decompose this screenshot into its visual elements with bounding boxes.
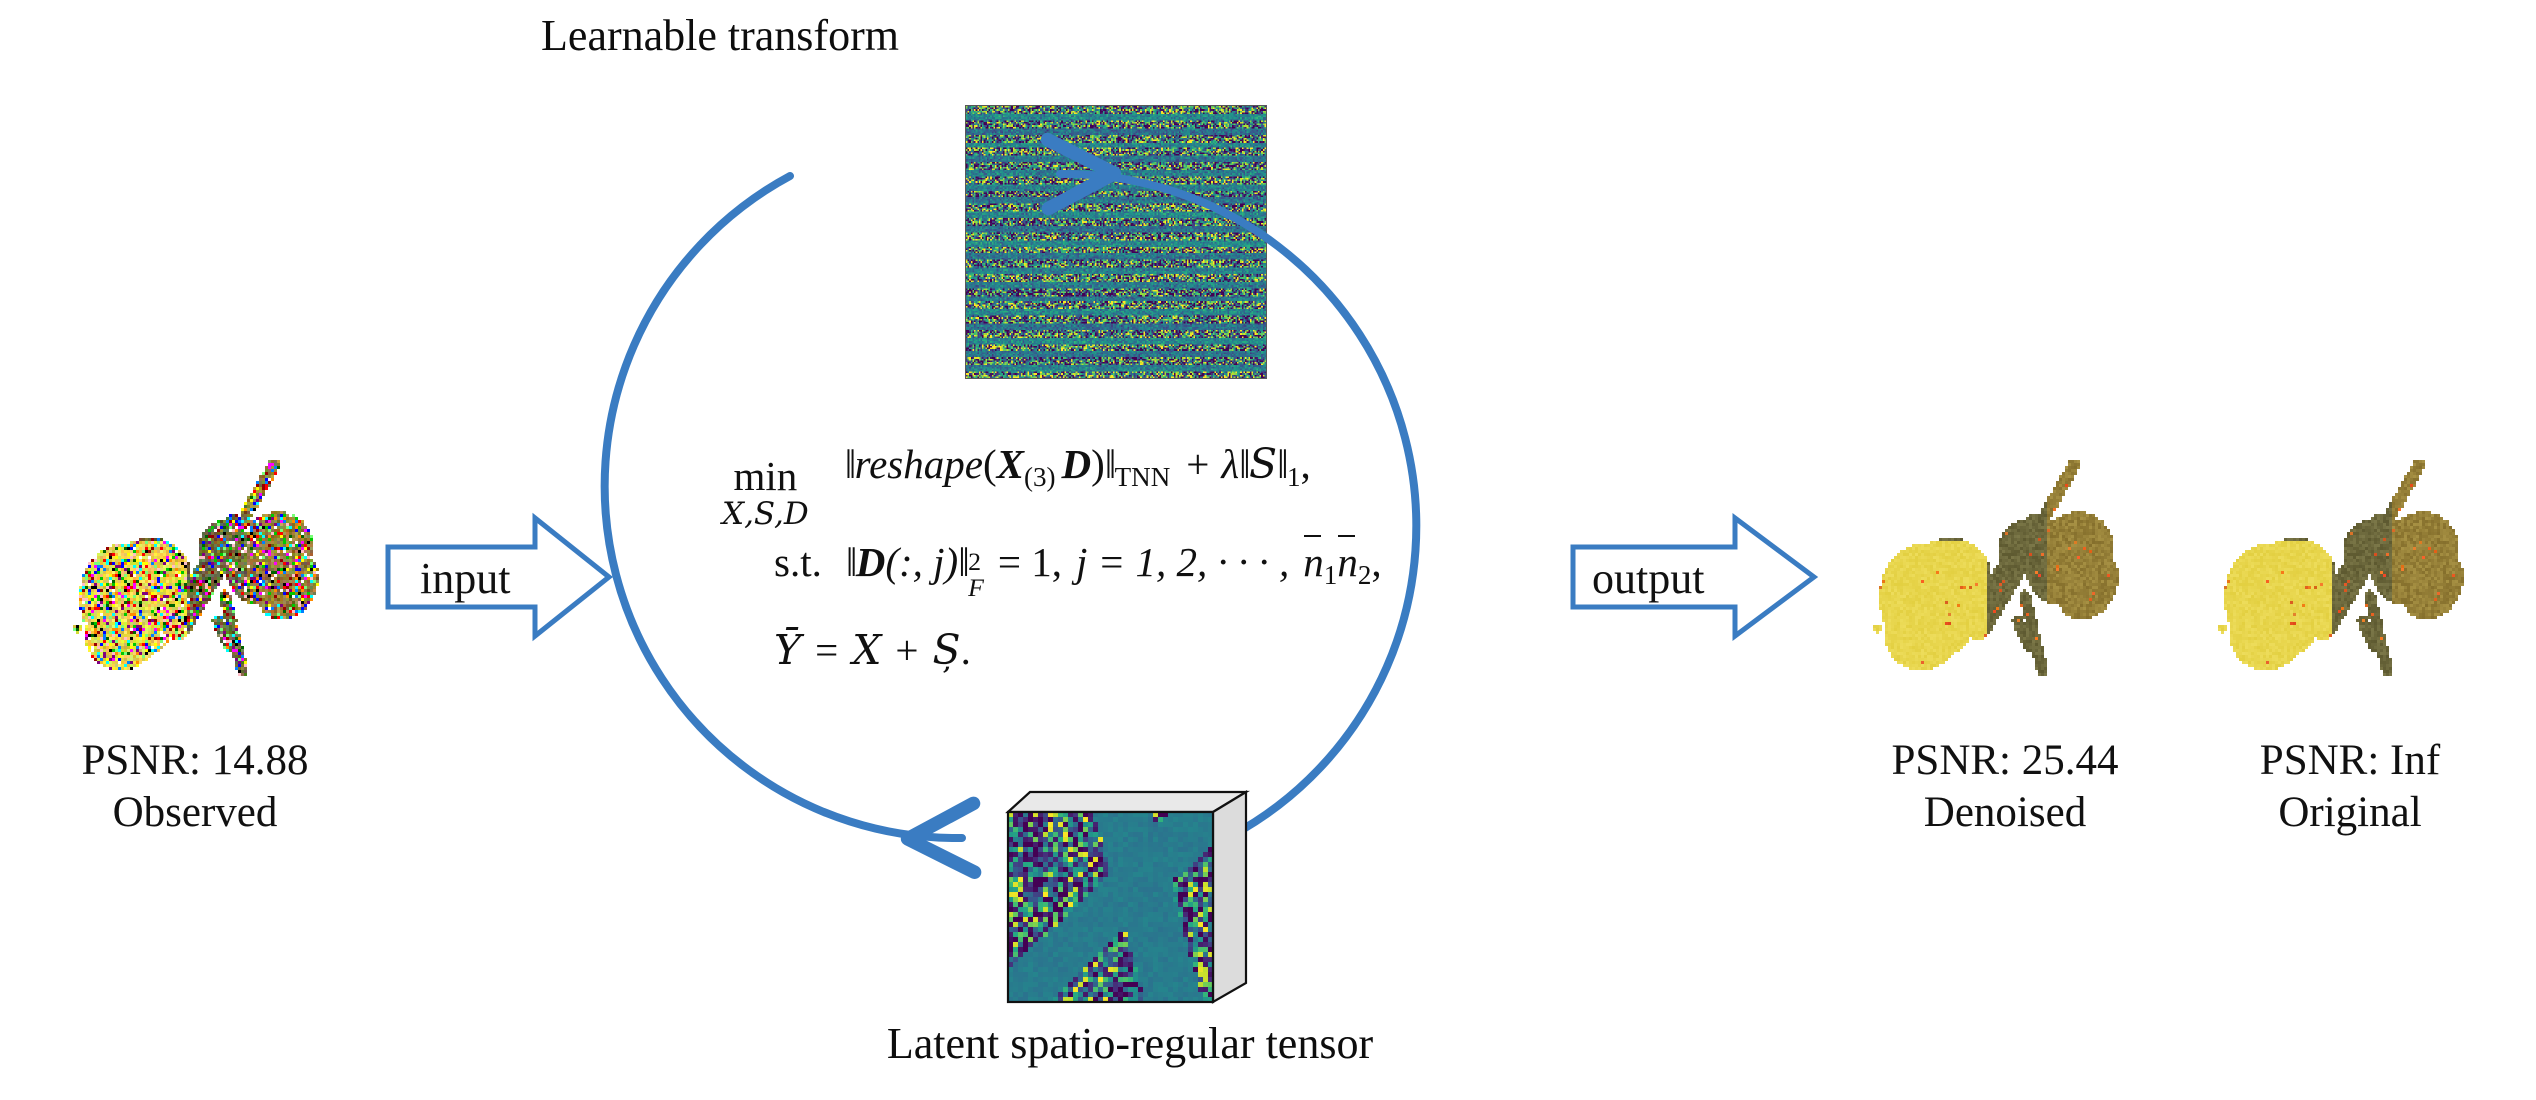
l1-subscript: 1 bbox=[1286, 462, 1301, 493]
paren-close: ) bbox=[1091, 441, 1105, 487]
output-arrow-label: output bbox=[1592, 554, 1705, 603]
cube-right-face bbox=[1211, 790, 1248, 1004]
original-name: Original bbox=[2278, 789, 2422, 837]
constraint-comma: , bbox=[1371, 539, 1382, 585]
norm-open-tnn: ‖ bbox=[844, 441, 856, 487]
latent-tensor-cube-svg bbox=[1005, 790, 1250, 1004]
subject-to-label: s.t. bbox=[774, 539, 822, 585]
denoised-psnr: PSNR: 25.44 bbox=[1891, 737, 2119, 784]
input-arrow-label: input bbox=[420, 554, 511, 603]
constraint-equals-one: = 1, bbox=[997, 539, 1062, 585]
model-constraint-norm-row: s.t. ‖ D (:, j) ‖ 2 F = 1, j = 1, 2, · · · … bbox=[774, 535, 1542, 606]
panel-denoised-image bbox=[1855, 445, 2143, 694]
frob-exponent: 2 bbox=[968, 547, 981, 577]
dictionary-D-constraint: D bbox=[855, 539, 886, 585]
index-range: j = 1, 2, · · · , bbox=[1075, 539, 1290, 585]
plus-sign: + bbox=[1186, 441, 1210, 487]
observed-image-canvas bbox=[55, 445, 343, 694]
min-operator-variables: X,S,D bbox=[722, 496, 809, 533]
output-arrow[interactable] bbox=[1570, 513, 1820, 641]
objective-comma: , bbox=[1300, 441, 1311, 487]
lambda-symbol: λ bbox=[1221, 441, 1240, 487]
dim-n2-sub: 2 bbox=[1357, 560, 1372, 591]
panel-observed-caption: PSNR: 14.88 Observed bbox=[0, 735, 390, 840]
original-psnr: PSNR: Inf bbox=[2259, 737, 2441, 784]
cycle-arrow-group bbox=[600, 132, 1421, 880]
min-operator-label: min bbox=[733, 453, 798, 500]
norm-open-l1: ‖ bbox=[1239, 441, 1250, 487]
observed-psnr: PSNR: 14.88 bbox=[81, 737, 309, 784]
denoised-image-canvas bbox=[1855, 445, 2143, 694]
frob-subscript: F bbox=[968, 572, 984, 602]
original-image-canvas bbox=[2200, 445, 2488, 694]
dictionary-column-args: (:, j) bbox=[885, 539, 959, 585]
decomposition-plus: + bbox=[895, 627, 919, 674]
latent-tensor-canvas bbox=[1008, 812, 1213, 1002]
norm-close-l1: ‖ bbox=[1277, 441, 1288, 487]
latent-tensor-title: Latent spatio-regular tensor bbox=[886, 1019, 1374, 1068]
norm-close-frob: ‖ bbox=[958, 539, 969, 585]
panel-original-image bbox=[2200, 445, 2488, 694]
cube-top-face bbox=[1005, 790, 1250, 814]
sparse-S: S bbox=[1249, 440, 1278, 488]
input-arrow-shape[interactable] bbox=[385, 512, 614, 642]
observed-name: Observed bbox=[112, 789, 278, 837]
denoised-name: Denoised bbox=[1923, 789, 2087, 837]
learnable-transform-title: Learnable transform bbox=[541, 11, 899, 60]
optimization-model: min X,S,D ‖ reshape(X (3) D) ‖ TNN + λ ‖ S ‖ 1, s… bbox=[722, 440, 1542, 694]
norm-open-frob: ‖ bbox=[845, 539, 857, 585]
panel-observed-image bbox=[55, 445, 343, 694]
lowrank-X: Χ bbox=[852, 626, 882, 675]
panel-denoised-caption: PSNR: 25.44 Denoised bbox=[1810, 735, 2200, 840]
cycle-arrow-right bbox=[1040, 132, 1421, 840]
decomposition-equals: = bbox=[815, 627, 839, 674]
tensor-X-mode: (3) bbox=[1023, 462, 1056, 493]
observed-Y: Ȳ bbox=[774, 626, 802, 675]
dim-n1-sub: 1 bbox=[1323, 560, 1338, 591]
tnn-subscript: TNN bbox=[1114, 462, 1171, 493]
latent-tensor-cube bbox=[1000, 790, 1250, 1020]
min-operator: min X,S,D bbox=[722, 456, 809, 530]
cube-front-face bbox=[1006, 810, 1215, 1004]
paren-open: ( bbox=[982, 441, 997, 487]
panel-original-caption: PSNR: Inf Original bbox=[2155, 735, 2536, 840]
frobenius-sub-sup: 2 F bbox=[968, 549, 984, 600]
sparse-S-constraint: Ș bbox=[932, 626, 961, 675]
dim-n2: n bbox=[1337, 535, 1358, 585]
cycle-arrow-left bbox=[600, 172, 982, 880]
decomposition-period: . bbox=[960, 627, 971, 674]
dim-n1: n bbox=[1303, 535, 1324, 585]
dictionary-D: D bbox=[1061, 441, 1092, 487]
norm-close-tnn: ‖ bbox=[1104, 441, 1116, 487]
output-arrow-shape[interactable] bbox=[1570, 513, 1819, 641]
input-arrow[interactable] bbox=[385, 512, 615, 642]
model-objective-row: min X,S,D ‖ reshape(X (3) D) ‖ TNN + λ ‖ S ‖ 1, bbox=[722, 440, 1542, 530]
tensor-X: X bbox=[996, 441, 1024, 487]
reshape-operator: reshape bbox=[854, 441, 983, 487]
model-constraint-decomposition-row: Ȳ = Χ + Ș. bbox=[774, 626, 1542, 674]
